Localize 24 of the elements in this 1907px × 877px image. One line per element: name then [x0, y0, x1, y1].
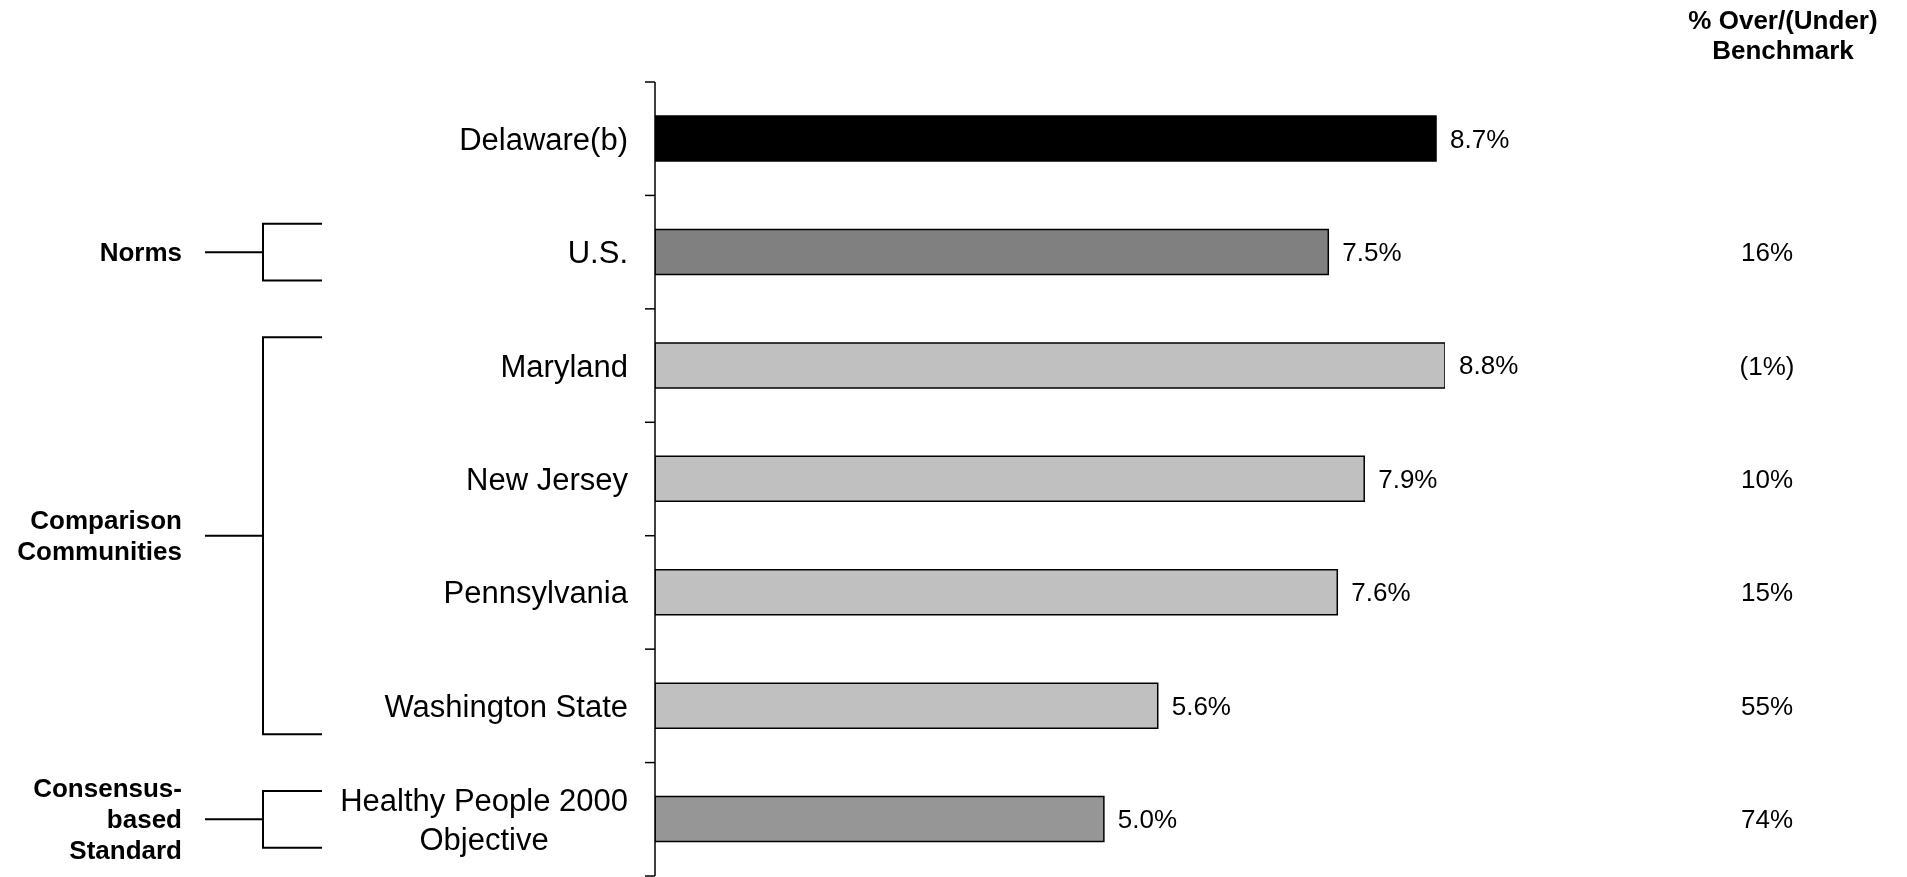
data-label: 7.9%	[1378, 463, 1438, 494]
y2-tick-label: (1%)	[1739, 350, 1795, 381]
y-tick-label: New Jersey	[466, 461, 629, 497]
y-tick-label: Delaware(b)	[459, 121, 628, 157]
y-tick-label: Healthy People 2000 Objective	[340, 782, 628, 857]
y2-tick-label: 74%	[1740, 804, 1794, 835]
y2-tick-label: 16%	[1740, 237, 1794, 268]
text: % Over/(Under) Benchmark	[1688, 5, 1878, 65]
text: Comparison Communities	[17, 505, 182, 567]
data-label: 8.8%	[1459, 350, 1519, 381]
y-tick-label: Maryland	[500, 348, 628, 384]
data-label: 5.0%	[1117, 804, 1178, 835]
data-label: 8.7%	[1450, 123, 1510, 154]
text: Norms	[99, 237, 182, 268]
y-tick-label: U.S.	[567, 234, 628, 270]
y2-tick-label: 15%	[1740, 577, 1794, 608]
y2-tick-label: 10%	[1740, 464, 1794, 494]
data-label: 7.6%	[1351, 577, 1411, 608]
y-tick-label: Washington State	[384, 688, 629, 724]
text: Consensus- based Standard	[33, 773, 182, 866]
data-label: 7.5%	[1342, 236, 1402, 267]
data-label: 5.6%	[1171, 690, 1231, 721]
y-tick-label: Pennsylvania	[443, 574, 629, 610]
y2-tick-label: 55%	[1740, 690, 1794, 721]
